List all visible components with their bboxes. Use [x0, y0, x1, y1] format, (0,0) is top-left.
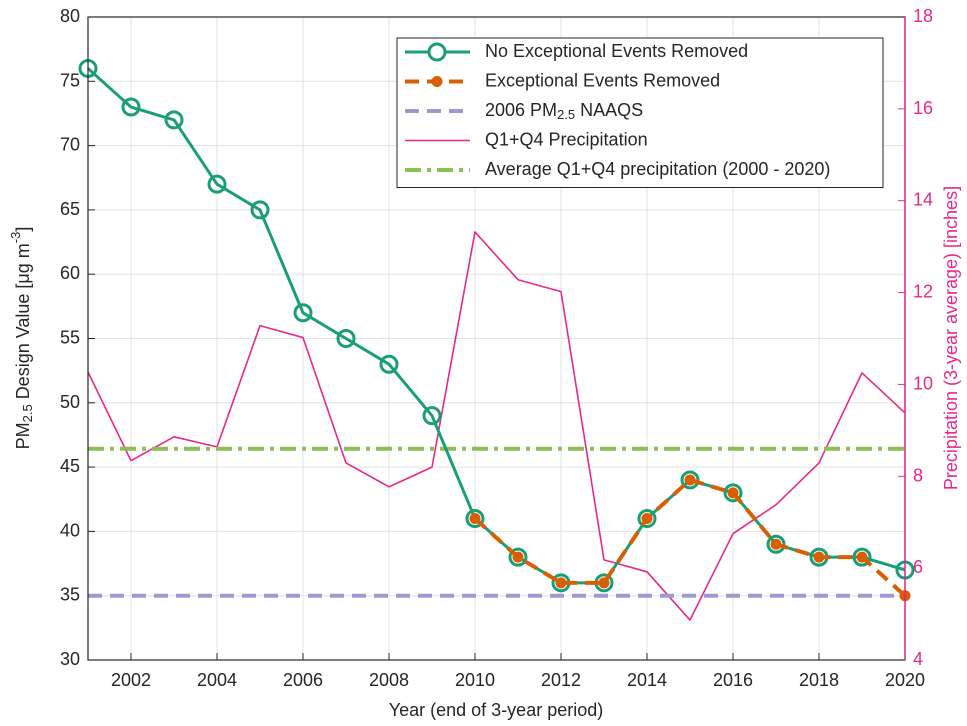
y-tick-label: 40 [60, 520, 80, 540]
y-tick-label: 35 [60, 584, 80, 604]
legend-label: Exceptional Events Removed [485, 70, 720, 90]
x-tick-label: 2002 [111, 670, 151, 690]
data-point [422, 406, 442, 426]
legend-label: No Exceptional Events Removed [485, 41, 748, 61]
y2-tick-label: 14 [913, 189, 933, 209]
data-point [555, 577, 567, 589]
y2-tick-label: 12 [913, 281, 933, 301]
data-point [469, 513, 481, 525]
legend-marker [431, 76, 443, 87]
y-tick-label: 70 [60, 134, 80, 154]
y2-tick-label: 4 [913, 649, 923, 669]
data-point [723, 483, 743, 503]
data-point [164, 110, 184, 130]
legend-box [396, 37, 884, 188]
x-axis-title: Year (end of 3-year period) [389, 700, 603, 720]
data-point [684, 474, 696, 486]
x-tick-label: 2004 [197, 670, 237, 690]
x-tick-label: 2006 [283, 670, 323, 690]
series-line [87, 231, 906, 621]
data-point [508, 547, 528, 567]
series-line [473, 477, 907, 598]
x-tick-label: 2018 [799, 670, 839, 690]
y-tick-label: 55 [60, 327, 80, 347]
y-tick-label: 45 [60, 456, 80, 476]
data-point [852, 547, 872, 567]
y2-axis-title: Precipitation (3-year average) [inches] [941, 186, 961, 490]
data-point [512, 551, 524, 563]
y-tick-label: 60 [60, 263, 80, 283]
y2-tick-label: 18 [913, 6, 933, 26]
legend-marker [427, 42, 447, 62]
data-point [856, 551, 868, 563]
data-point [293, 303, 313, 323]
data-point [641, 513, 653, 525]
y2-tick-label: 16 [913, 98, 933, 118]
x-tick-label: 2008 [369, 670, 409, 690]
y-tick-label: 65 [60, 199, 80, 219]
y-tick-label: 30 [60, 649, 80, 669]
data-point [813, 551, 825, 563]
data-point [598, 577, 610, 589]
y-tick-label: 50 [60, 392, 80, 412]
y2-tick-label: 6 [913, 557, 923, 577]
legend-label: Q1+Q4 Precipitation [485, 129, 648, 149]
y2-tick-label: 10 [913, 373, 933, 393]
x-tick-label: 2012 [541, 670, 581, 690]
data-point [121, 97, 141, 117]
x-tick-label: 2016 [713, 670, 753, 690]
data-point [727, 487, 739, 499]
data-point [250, 200, 270, 220]
x-tick-label: 2020 [885, 670, 925, 690]
data-point [336, 329, 356, 348]
y2-tick-label: 8 [913, 465, 923, 485]
x-tick-label: 2014 [627, 670, 667, 690]
legend-label: Average Q1+Q4 precipitation (2000 - 2020… [485, 159, 830, 179]
y-tick-label: 80 [60, 6, 80, 26]
data-point [766, 534, 786, 554]
legend-label: 2006 PM2.5 NAAQS [485, 100, 643, 123]
y-axis-title: PM2.5 Design Value [μg m-3] [8, 227, 35, 450]
data-point [680, 470, 700, 490]
x-tick-label: 2010 [455, 670, 495, 690]
data-point [465, 509, 485, 529]
y-tick-label: 75 [60, 70, 80, 90]
data-point [637, 509, 657, 529]
data-point [379, 354, 399, 374]
data-point [207, 174, 227, 194]
data-point [770, 538, 782, 550]
